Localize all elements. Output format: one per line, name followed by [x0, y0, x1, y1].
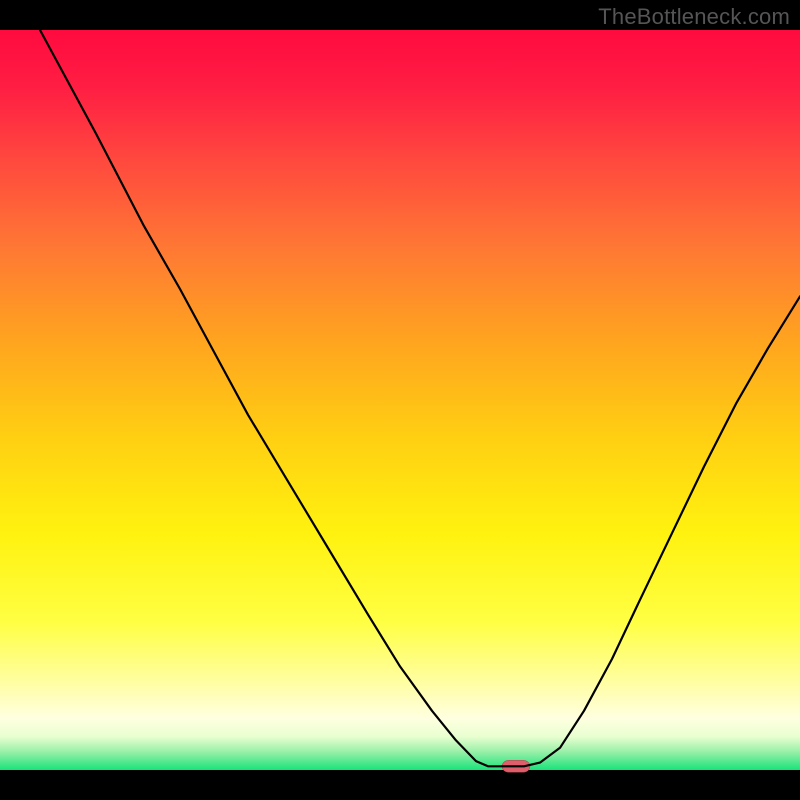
chart-svg: [0, 0, 800, 800]
gradient-background: [0, 30, 800, 770]
bottleneck-gradient-chart: TheBottleneck.com: [0, 0, 800, 800]
watermark-label: TheBottleneck.com: [598, 4, 790, 30]
bottom-border: [0, 770, 800, 800]
